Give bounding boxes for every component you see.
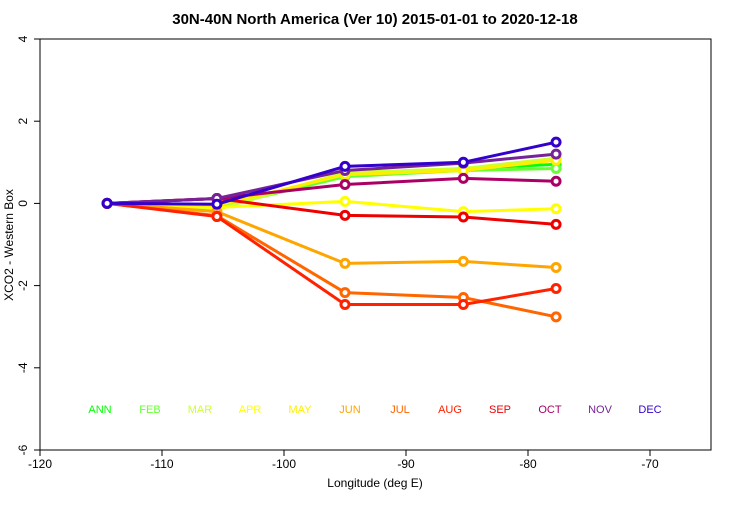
legend-label: JUN — [339, 404, 360, 416]
data-point — [339, 160, 351, 172]
legend-label: DEC — [638, 404, 661, 416]
y-tick-label: -6 — [16, 444, 30, 455]
legend-label: AUG — [438, 404, 462, 416]
x-tick-label: -120 — [28, 457, 52, 471]
data-point — [457, 255, 469, 267]
x-axis-label: Longitude (deg E) — [327, 476, 422, 490]
legend-label: NOV — [588, 404, 613, 416]
data-point — [339, 209, 351, 221]
legend-label: ANN — [88, 404, 111, 416]
data-point — [339, 178, 351, 190]
data-point — [550, 203, 562, 215]
y-tick-label: -4 — [16, 362, 30, 373]
legend-label: MAY — [288, 404, 312, 416]
plot-frame — [39, 38, 712, 451]
data-point — [457, 172, 469, 184]
data-point — [550, 136, 562, 148]
data-point — [339, 299, 351, 311]
chart-title: 30N-40N North America (Ver 10) 2015-01-0… — [172, 11, 577, 28]
x-tick-label: -100 — [272, 457, 296, 471]
data-point — [457, 211, 469, 223]
x-tick-label: -110 — [150, 457, 173, 471]
y-tick-label: 4 — [16, 35, 30, 42]
data-point — [339, 257, 351, 269]
data-point — [550, 175, 562, 187]
legend-label: OCT — [538, 404, 562, 416]
data-point — [457, 299, 469, 311]
legend-label: FEB — [139, 404, 160, 416]
data-point — [550, 282, 562, 294]
series-line — [107, 158, 557, 207]
data-point — [211, 211, 223, 223]
legend-label: APR — [239, 404, 262, 416]
data-point — [339, 195, 351, 207]
legend-label: SEP — [489, 404, 511, 416]
data-point — [457, 156, 469, 168]
data-point — [550, 311, 562, 323]
x-tick-label: -90 — [397, 457, 415, 471]
legend-label: MAR — [188, 404, 213, 416]
data-point — [211, 198, 223, 210]
y-tick-label: -2 — [16, 280, 30, 291]
data-point — [101, 197, 113, 209]
data-point — [550, 148, 562, 160]
y-tick-label: 2 — [16, 118, 30, 125]
x-tick-label: -80 — [519, 457, 537, 471]
data-point — [550, 218, 562, 230]
legend-label: JUL — [390, 404, 410, 416]
data-point — [339, 287, 351, 299]
x-tick-label: -70 — [641, 457, 659, 471]
data-point — [550, 262, 562, 274]
y-axis-label: XCO2 - Western Box — [2, 189, 16, 301]
y-tick-label: 0 — [16, 200, 30, 207]
